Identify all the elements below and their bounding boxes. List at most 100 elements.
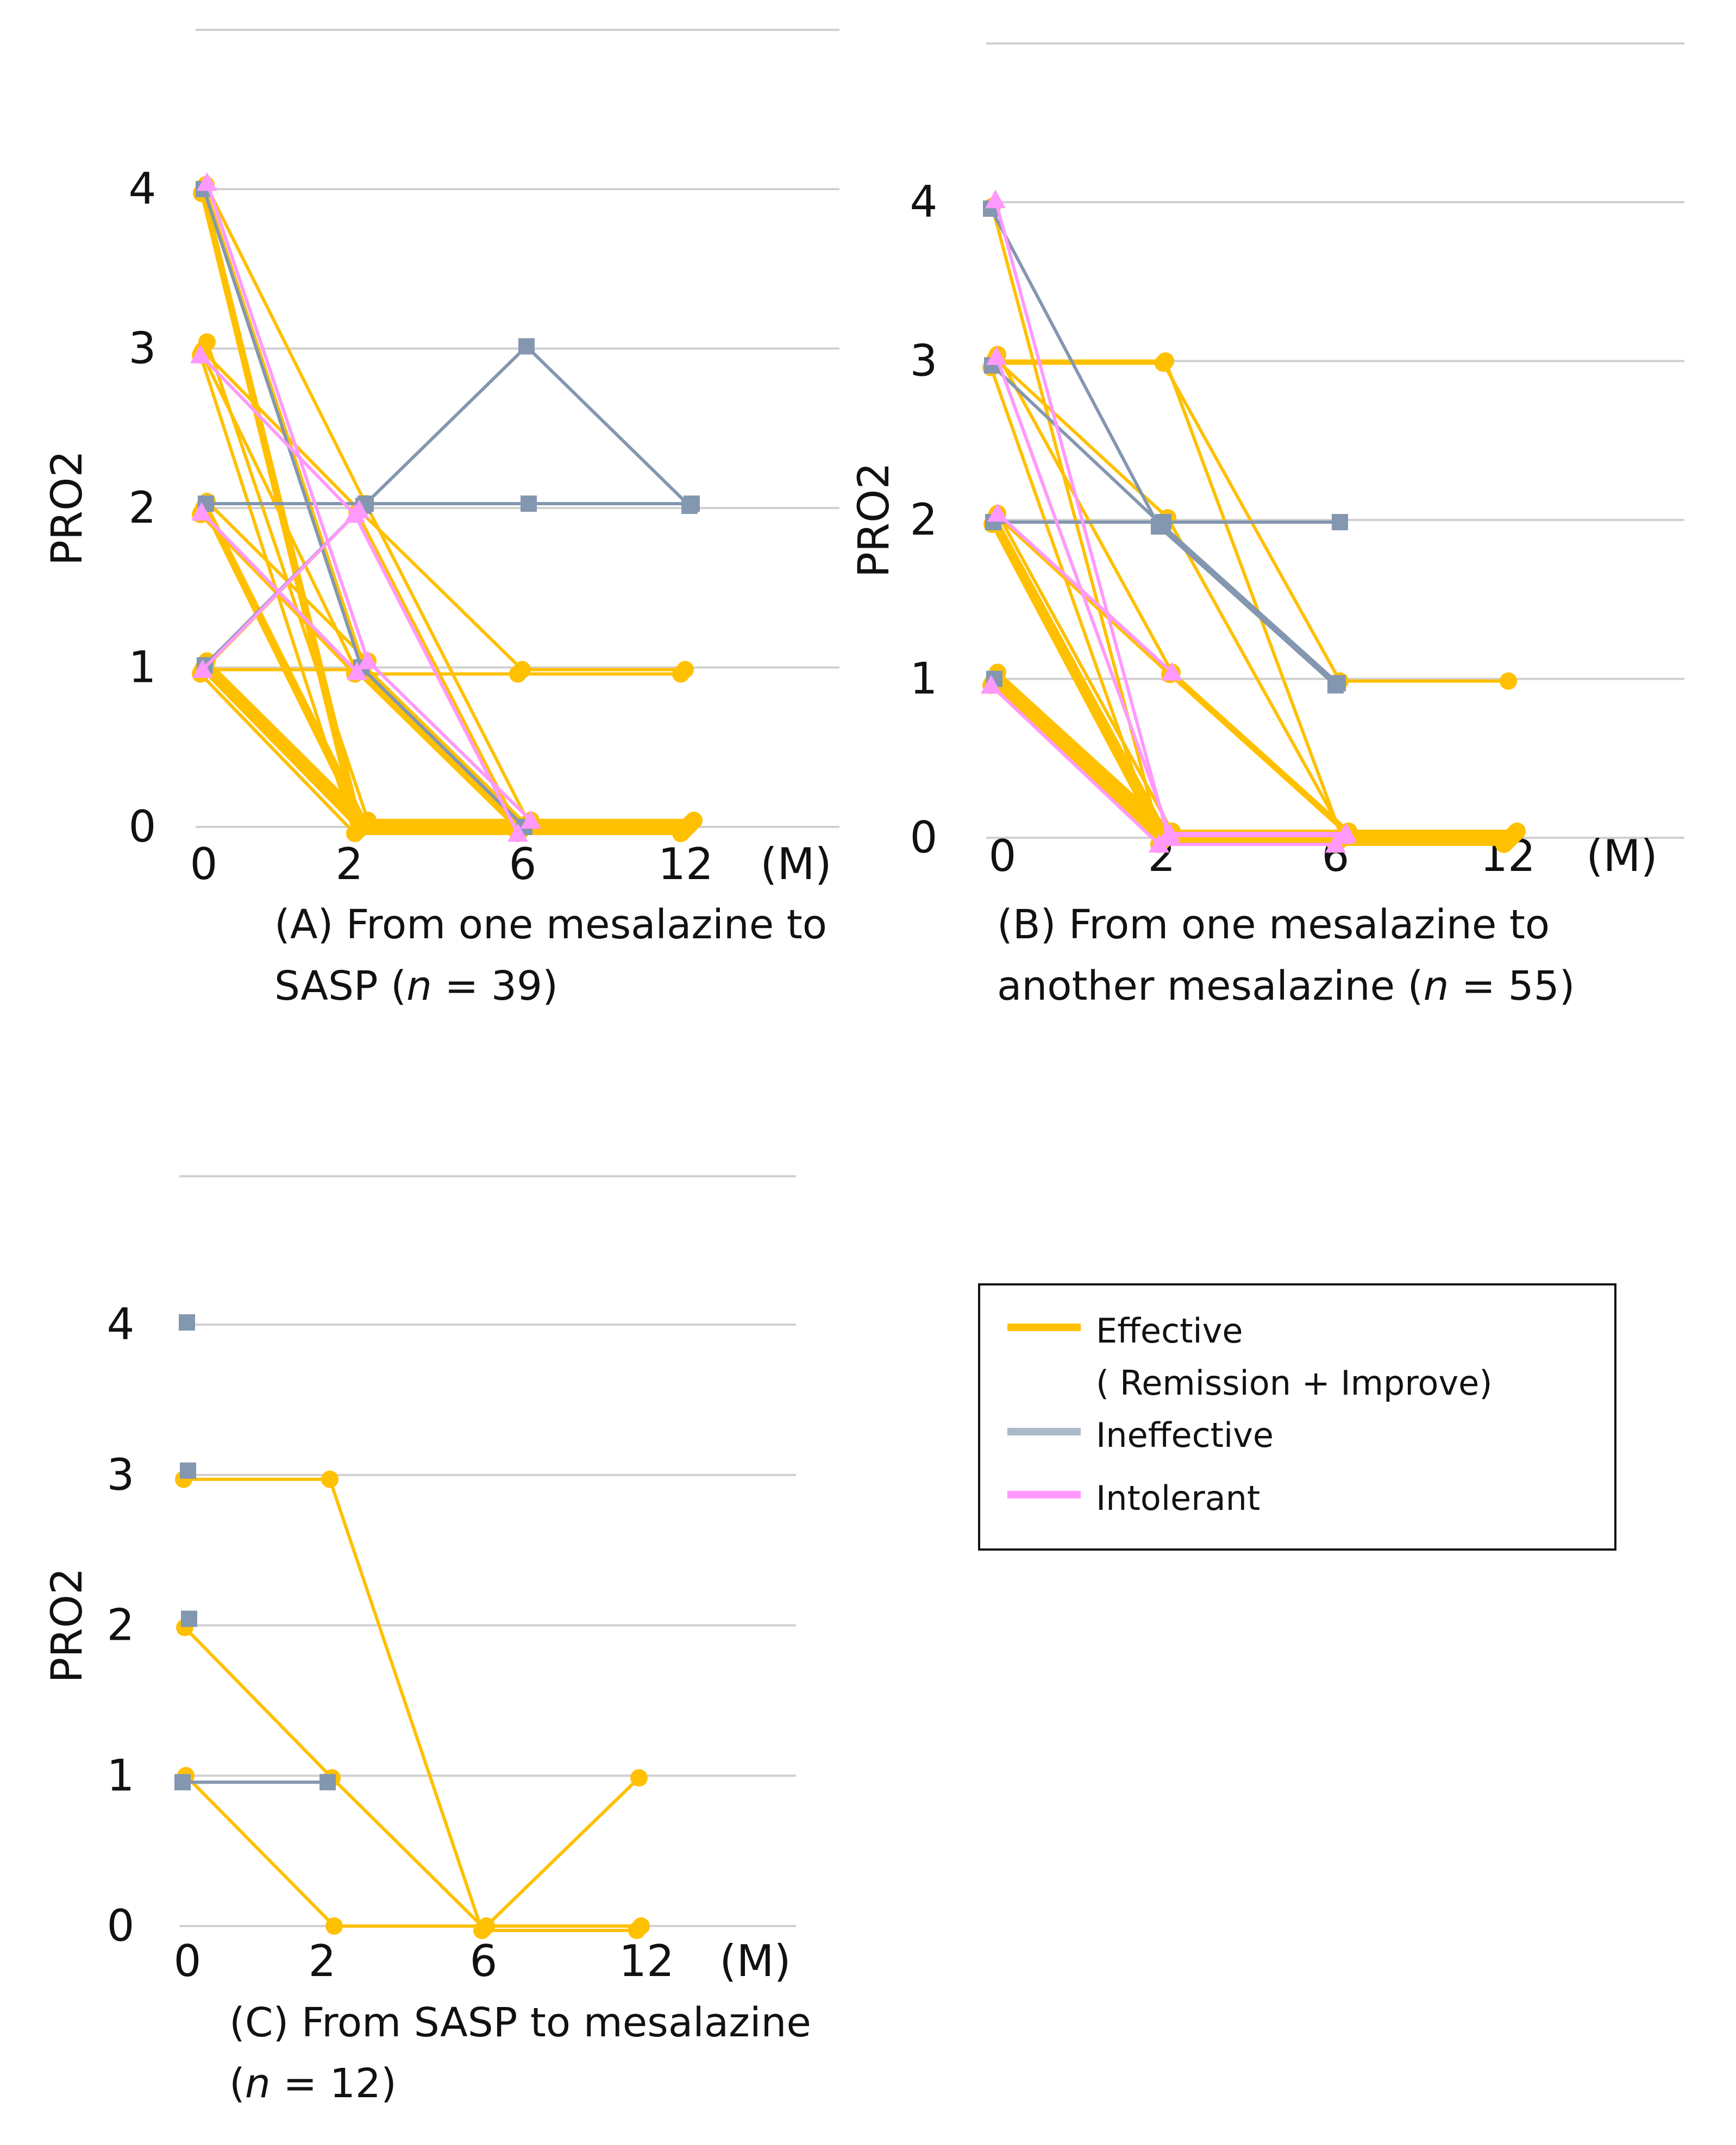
- effective-series-line: [991, 523, 1506, 844]
- intolerant-point: [1336, 823, 1357, 842]
- ineffective-point: [319, 1774, 336, 1791]
- effective-point: [346, 825, 364, 842]
- legend-label-intolerant: Intolerant: [1096, 1478, 1261, 1518]
- effective-series-line: [993, 678, 1511, 839]
- y-tick-label: 2: [107, 1600, 135, 1651]
- intolerant-point: [190, 344, 211, 363]
- intolerant-point: [521, 810, 541, 829]
- effective-point: [325, 1917, 343, 1935]
- effective-series-line: [996, 671, 1517, 833]
- y-axis-label: PRO2: [43, 1567, 92, 1683]
- intolerant-point: [192, 659, 213, 678]
- y-tick-label: 1: [107, 1750, 135, 1801]
- intolerant-point: [1149, 834, 1169, 853]
- effective-point: [672, 665, 690, 683]
- ineffective-point: [179, 1314, 195, 1331]
- y-axis-label: PRO2: [850, 462, 899, 578]
- effective-point: [1508, 823, 1526, 840]
- ineffective-point: [684, 496, 700, 512]
- x-unit-label: (M): [719, 1936, 791, 1986]
- y-tick-label: 3: [910, 336, 938, 386]
- x-tick-label: 0: [989, 831, 1017, 881]
- y-tick-label: 3: [129, 323, 156, 374]
- legend-label-ineffective: Ineffective: [1096, 1415, 1274, 1455]
- effective-point: [1157, 352, 1174, 370]
- ineffective-point: [1330, 675, 1346, 692]
- y-tick-label: 2: [910, 494, 938, 545]
- intolerant-swatch-icon: [1007, 1491, 1081, 1498]
- ineffective-point: [180, 1462, 196, 1479]
- effective-series-line: [989, 684, 1504, 846]
- effective-point: [321, 1470, 339, 1488]
- y-tick-label: 3: [107, 1450, 135, 1500]
- x-tick-label: 6: [509, 839, 537, 889]
- panel-caption: (A) From one mesalazine to: [274, 901, 827, 948]
- effective-series-line: [184, 1774, 641, 1928]
- y-tick-label: 1: [910, 654, 938, 704]
- effective-series-line: [200, 511, 683, 833]
- panel-caption: another mesalazine (n = 55): [997, 963, 1575, 1009]
- effective-point: [359, 812, 377, 829]
- effective-series-line: [199, 673, 681, 835]
- intolerant-point: [1160, 823, 1180, 842]
- y-tick-label: 2: [129, 482, 156, 533]
- x-tick-label: 0: [190, 839, 218, 889]
- intolerant-point: [981, 675, 1001, 694]
- y-tick-label: 1: [129, 642, 156, 693]
- y-tick-label: 4: [129, 164, 156, 214]
- intolerant-series-line: [201, 509, 361, 671]
- effective-series-line: [203, 668, 685, 831]
- y-tick-label: 0: [129, 801, 156, 852]
- x-tick-label: 12: [658, 839, 713, 889]
- intolerant-point: [507, 823, 528, 842]
- legend: Effective ( Remission + Improve) Ineffec…: [978, 1283, 1616, 1551]
- intolerant-point: [358, 650, 378, 669]
- effective-point: [509, 665, 527, 683]
- x-tick-label: 0: [174, 1936, 202, 1986]
- y-tick-label: 4: [107, 1299, 135, 1350]
- legend-label-effective: Effective: [1096, 1311, 1243, 1351]
- legend-sublabel-effective: ( Remission + Improve): [1096, 1363, 1493, 1403]
- panel-caption: SASP (n = 39): [274, 963, 558, 1009]
- effective-series-line: [205, 660, 694, 822]
- effective-point: [632, 1917, 650, 1935]
- ineffective-point: [174, 1774, 191, 1791]
- x-tick-label: 12: [619, 1936, 674, 1986]
- y-axis-label: PRO2: [43, 450, 92, 566]
- panel-caption: (B) From one mesalazine to: [997, 901, 1550, 948]
- effective-point: [676, 820, 694, 838]
- intolerant-point: [347, 661, 367, 680]
- x-unit-label: (M): [760, 839, 831, 889]
- intolerant-point: [191, 502, 212, 521]
- intolerant-point: [985, 190, 1006, 209]
- effective-series-line: [201, 349, 685, 672]
- intolerant-point: [1325, 834, 1346, 853]
- effective-series-line: [184, 1477, 637, 1932]
- ineffective-point: [181, 1610, 197, 1627]
- effective-series-line: [204, 662, 692, 824]
- ineffective-point: [521, 496, 537, 512]
- intolerant-point: [986, 346, 1007, 365]
- legend-item-ineffective: Ineffective: [1007, 1409, 1274, 1462]
- x-unit-label: (M): [1586, 831, 1657, 881]
- effective-series-line: [183, 1626, 641, 1930]
- y-tick-label: 0: [107, 1901, 135, 1951]
- effective-series-line: [203, 664, 690, 826]
- effective-point: [478, 1917, 495, 1935]
- ineffective-swatch-icon: [1007, 1428, 1081, 1435]
- effective-point: [1500, 672, 1517, 690]
- x-tick-label: 6: [470, 1936, 498, 1986]
- ineffective-point: [1332, 514, 1348, 530]
- effective-point: [630, 1769, 648, 1787]
- effective-series-line: [202, 666, 687, 829]
- y-tick-label: 4: [910, 177, 938, 227]
- x-tick-label: 2: [336, 839, 364, 889]
- legend-item-effective: Effective ( Remission + Improve): [1007, 1305, 1493, 1409]
- effective-swatch-icon: [1007, 1324, 1081, 1331]
- y-tick-label: 0: [910, 812, 938, 863]
- effective-series-line: [200, 511, 683, 833]
